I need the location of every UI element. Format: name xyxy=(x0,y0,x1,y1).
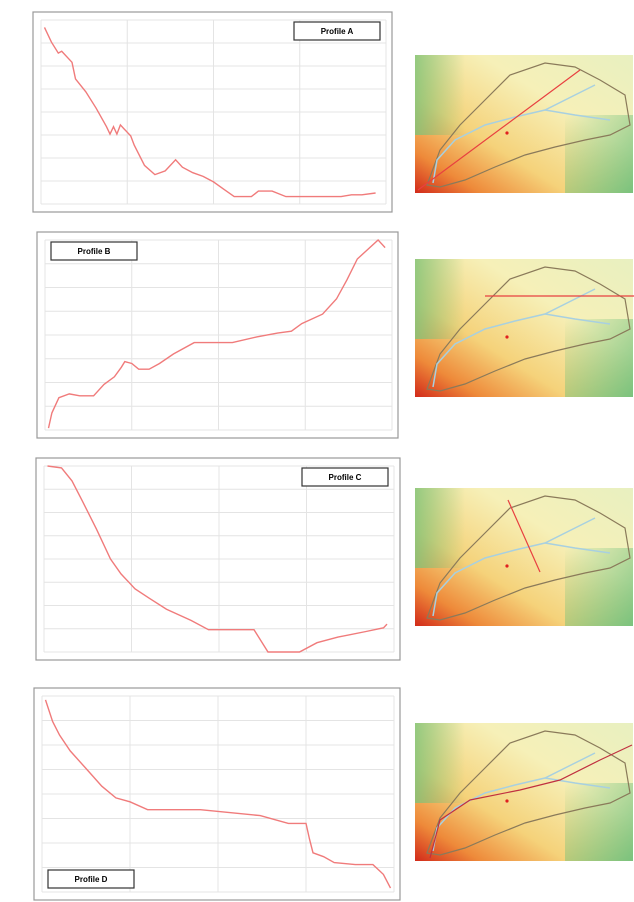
chart-panel: Profile B xyxy=(37,232,398,438)
chart-title: Profile C xyxy=(329,473,362,482)
map-c xyxy=(415,488,633,626)
map-b xyxy=(415,259,633,397)
map-d xyxy=(415,723,633,861)
chart-title: Profile B xyxy=(78,247,111,256)
chart-panel: Profile A xyxy=(33,12,392,212)
map-a xyxy=(415,55,633,193)
chart-panel: Profile D xyxy=(34,688,400,900)
chart-title: Profile D xyxy=(75,875,108,884)
chart-panel: Profile C xyxy=(36,458,400,660)
chart-title: Profile A xyxy=(321,27,354,36)
figure: Profile A Profile B Profile C Profile D xyxy=(0,0,634,902)
page: {"chart_data": [ {"type": "line", "title… xyxy=(0,0,634,902)
